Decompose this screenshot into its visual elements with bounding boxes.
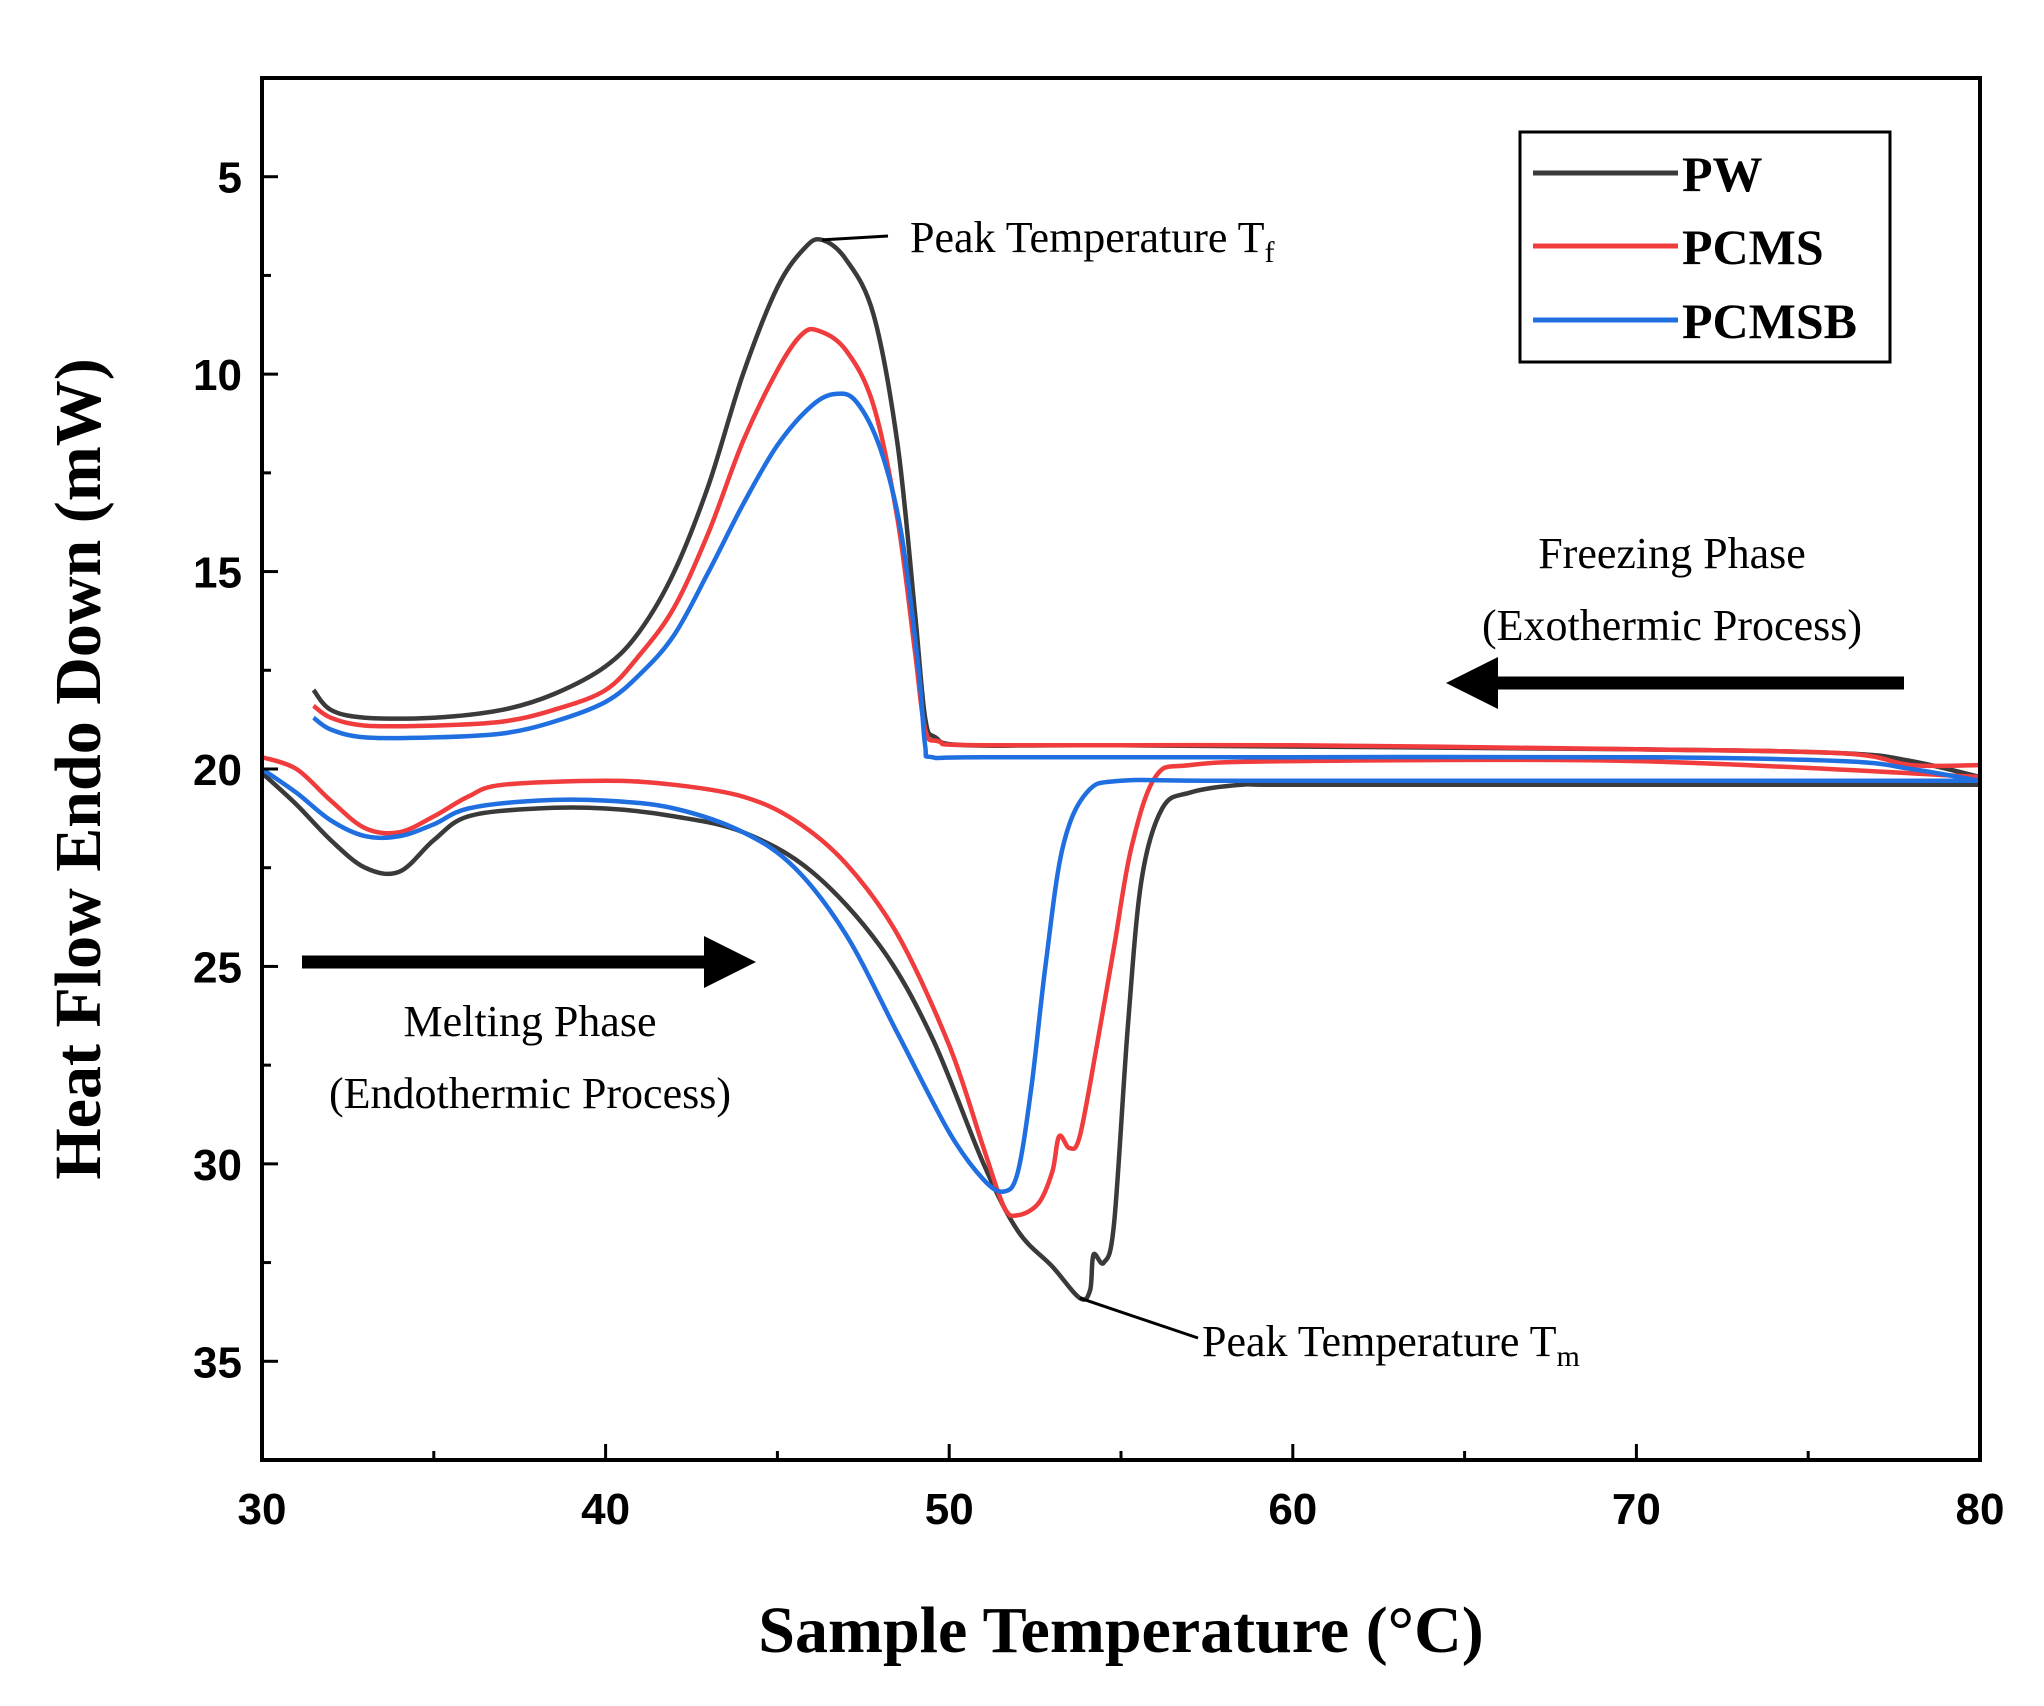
x-axis-title: Sample Temperature (°C) [758,1594,1483,1667]
ticks-layer: 30 40 50 60 70 80 5 10 15 20 25 30 35 [193,76,2005,1534]
x-tick-label: 30 [238,1485,287,1534]
legend-label-pw: PW [1682,146,1763,202]
legend-label-pcmsb: PCMSB [1682,293,1857,349]
legend-label-pcms: PCMS [1682,219,1824,275]
tf-leader-line [821,234,889,242]
y-tick-label: 5 [218,154,242,203]
curve-pcms-heating [262,755,1980,1219]
curve-pcmsb-heating [262,767,1980,1195]
curve-pcms-cooling [312,326,1980,769]
plot-frame [260,76,1982,1462]
curve-pw-heating [262,771,1980,1302]
x-tick-label: 40 [581,1485,630,1534]
freezing-phase-label: Freezing Phase [1538,529,1806,578]
tf-label: Peak Temperature Tf [910,213,1275,269]
y-tick-label: 35 [193,1338,242,1387]
freezing-process-label: (Exothermic Process) [1482,601,1862,650]
y-tick-label: 20 [193,746,242,795]
y-tick-label: 10 [193,351,242,400]
y-tick-label: 15 [193,549,242,598]
y-tick-label: 25 [193,943,242,992]
annotations: Peak Temperature Tf Peak Temperature Tm … [302,213,1904,1373]
curve-pcmsb-cooling [312,391,1980,784]
tm-label: Peak Temperature Tm [1202,1317,1580,1373]
tm-leader-line [1079,1296,1199,1340]
curves-layer [262,236,1980,1302]
y-tick-label: 30 [193,1141,242,1190]
x-tick-label: 60 [1268,1485,1317,1534]
melting-phase-label: Melting Phase [404,997,657,1046]
melting-process-label: (Endothermic Process) [329,1069,731,1118]
x-tick-label: 70 [1612,1485,1661,1534]
y-axis-title: Heat Flow Endo Down (mW) [42,358,115,1179]
legend: PW PCMS PCMSB [1518,130,1892,364]
x-tick-label: 80 [1956,1485,2005,1534]
x-tick-label: 50 [925,1485,974,1534]
